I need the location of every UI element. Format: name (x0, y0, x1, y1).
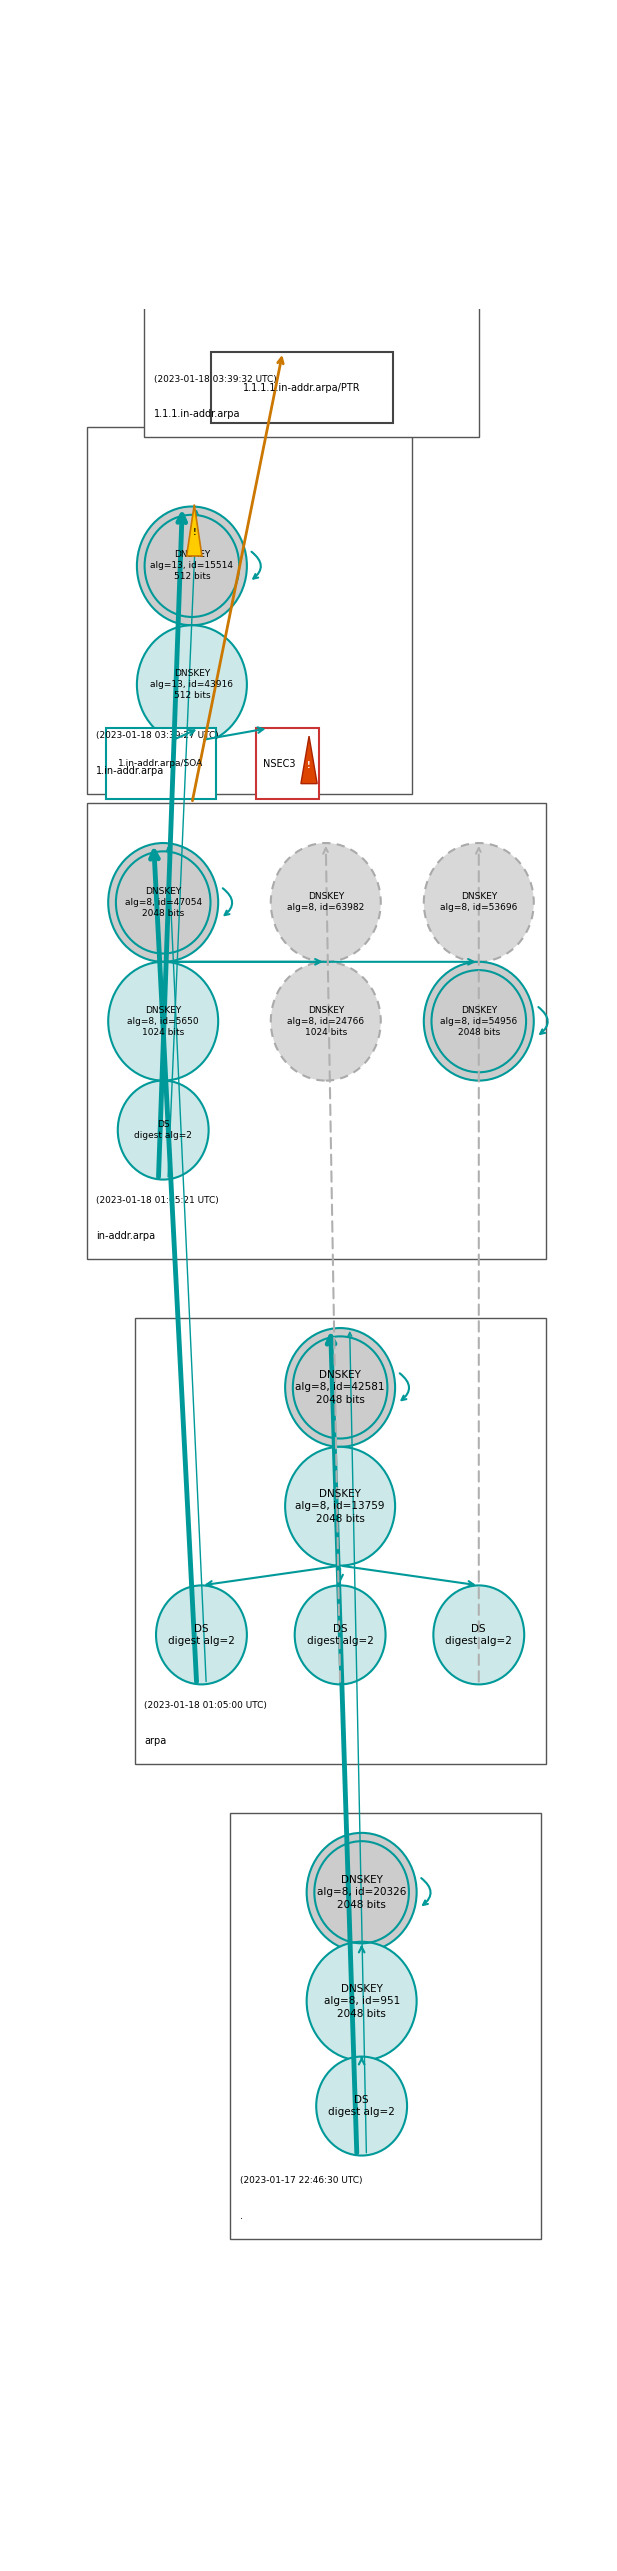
Text: DNSKEY
alg=8, id=5650
1024 bits: DNSKEY alg=8, id=5650 1024 bits (127, 1005, 199, 1036)
Ellipse shape (118, 1080, 209, 1180)
Ellipse shape (271, 843, 381, 962)
Text: DS
digest alg=2: DS digest alg=2 (328, 2095, 395, 2119)
Polygon shape (301, 735, 317, 784)
Text: 1.1.1.1.in-addr.arpa/PTR: 1.1.1.1.in-addr.arpa/PTR (243, 383, 361, 393)
Text: 1.1.1.in-addr.arpa: 1.1.1.in-addr.arpa (154, 409, 240, 419)
Text: .: . (239, 2211, 242, 2221)
Text: DNSKEY
alg=8, id=53696: DNSKEY alg=8, id=53696 (440, 892, 518, 913)
Text: (2023-01-18 03:39:27 UTC): (2023-01-18 03:39:27 UTC) (96, 730, 219, 740)
Ellipse shape (156, 1586, 247, 1684)
Text: (2023-01-18 03:39:32 UTC): (2023-01-18 03:39:32 UTC) (154, 375, 276, 383)
Text: DS
digest alg=2: DS digest alg=2 (445, 1625, 512, 1645)
Text: (2023-01-18 01:05:21 UTC): (2023-01-18 01:05:21 UTC) (96, 1196, 219, 1206)
Text: (2023-01-18 01:05:00 UTC): (2023-01-18 01:05:00 UTC) (144, 1702, 267, 1710)
Ellipse shape (137, 506, 247, 625)
Ellipse shape (433, 1586, 524, 1684)
Text: 1.in-addr.arpa: 1.in-addr.arpa (96, 766, 165, 776)
Ellipse shape (307, 1833, 416, 1951)
Text: DNSKEY
alg=8, id=24766
1024 bits: DNSKEY alg=8, id=24766 1024 bits (288, 1005, 365, 1036)
Text: 1.in-addr.arpa/SOA: 1.in-addr.arpa/SOA (118, 758, 204, 769)
Ellipse shape (295, 1586, 386, 1684)
Text: DNSKEY
alg=8, id=13759
2048 bits: DNSKEY alg=8, id=13759 2048 bits (296, 1489, 385, 1525)
FancyBboxPatch shape (257, 728, 318, 800)
Polygon shape (186, 504, 202, 555)
FancyBboxPatch shape (86, 802, 545, 1260)
Ellipse shape (108, 843, 218, 962)
Text: !: ! (307, 761, 311, 771)
FancyBboxPatch shape (144, 219, 479, 437)
Text: DNSKEY
alg=8, id=47054
2048 bits: DNSKEY alg=8, id=47054 2048 bits (125, 887, 202, 918)
Text: DNSKEY
alg=8, id=54956
2048 bits: DNSKEY alg=8, id=54956 2048 bits (440, 1005, 518, 1036)
Ellipse shape (285, 1329, 395, 1447)
Text: arpa: arpa (144, 1735, 167, 1746)
Ellipse shape (108, 962, 218, 1080)
Text: DNSKEY
alg=8, id=20326
2048 bits: DNSKEY alg=8, id=20326 2048 bits (317, 1874, 407, 1910)
Text: !: ! (193, 527, 196, 537)
Ellipse shape (271, 962, 381, 1080)
Text: (2023-01-17 22:46:30 UTC): (2023-01-17 22:46:30 UTC) (239, 2175, 362, 2185)
FancyBboxPatch shape (86, 427, 412, 794)
FancyBboxPatch shape (135, 1319, 545, 1764)
Text: in-addr.arpa: in-addr.arpa (96, 1232, 155, 1242)
FancyBboxPatch shape (230, 1813, 541, 2239)
Text: DNSKEY
alg=13, id=43916
512 bits: DNSKEY alg=13, id=43916 512 bits (151, 668, 233, 699)
Ellipse shape (137, 625, 247, 743)
Text: DNSKEY
alg=8, id=951
2048 bits: DNSKEY alg=8, id=951 2048 bits (323, 1985, 400, 2018)
Ellipse shape (307, 1941, 416, 2059)
Ellipse shape (424, 962, 534, 1080)
FancyBboxPatch shape (106, 728, 216, 800)
Text: DS
digest alg=2: DS digest alg=2 (168, 1625, 235, 1645)
Ellipse shape (317, 2057, 407, 2154)
Text: DNSKEY
alg=8, id=42581
2048 bits: DNSKEY alg=8, id=42581 2048 bits (296, 1370, 385, 1404)
Text: NSEC3: NSEC3 (263, 758, 295, 769)
Text: DNSKEY
alg=13, id=15514
512 bits: DNSKEY alg=13, id=15514 512 bits (151, 550, 233, 581)
Text: DS
digest alg=2: DS digest alg=2 (307, 1625, 373, 1645)
Text: DNSKEY
alg=8, id=63982: DNSKEY alg=8, id=63982 (287, 892, 365, 913)
FancyBboxPatch shape (211, 352, 392, 424)
Text: DS
digest alg=2: DS digest alg=2 (135, 1121, 192, 1139)
Ellipse shape (285, 1447, 395, 1566)
Ellipse shape (424, 843, 534, 962)
